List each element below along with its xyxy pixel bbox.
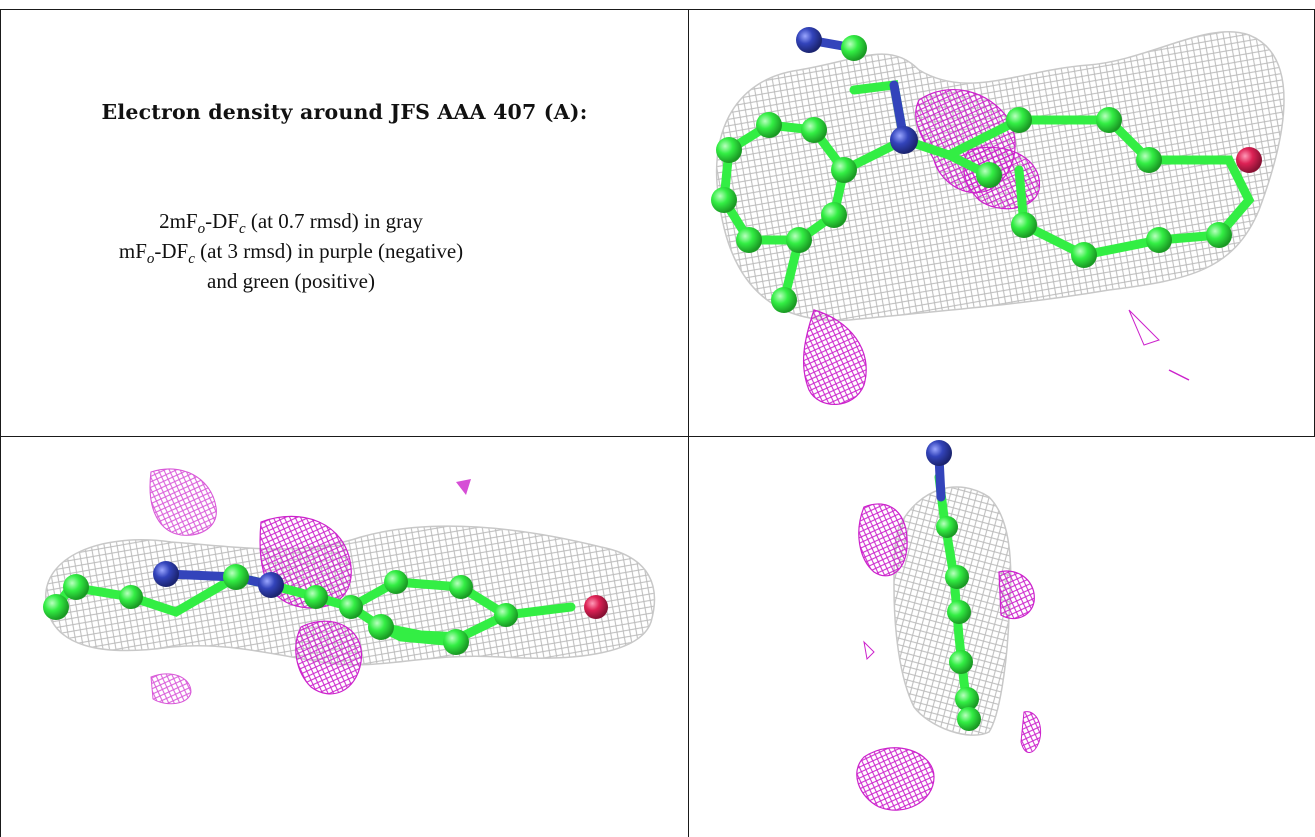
legend-line-gray: 2mFo-DFc (at 0.7 rmsd) in gray bbox=[159, 209, 423, 238]
molecule-render-bottom-right bbox=[856, 440, 1042, 811]
table-center-rule bbox=[688, 9, 689, 837]
table-left-rule bbox=[0, 9, 1, 837]
nitrogen-atoms bbox=[153, 561, 284, 598]
density-view-bottom-left bbox=[1, 437, 688, 837]
oxygen-atom bbox=[584, 595, 608, 619]
molecule-render-bottom-left bbox=[43, 468, 656, 705]
carbon-atoms bbox=[936, 516, 981, 731]
table-middle-rule bbox=[0, 436, 1315, 437]
density-view-top-right bbox=[689, 10, 1314, 436]
carbon-atoms bbox=[711, 35, 1232, 313]
purple-density-mesh bbox=[858, 503, 908, 577]
carbon-atoms bbox=[43, 564, 518, 655]
molecule-render-top-right bbox=[711, 27, 1285, 405]
density-view-bottom-right bbox=[689, 437, 1315, 837]
table-top-rule bbox=[0, 9, 1315, 10]
legend-line-green: and green (positive) bbox=[207, 269, 375, 293]
nitrogen-atom bbox=[926, 440, 952, 466]
legend-line-purple: mFo-DFc (at 3 rmsd) in purple (negative) bbox=[118, 239, 464, 268]
caption-legend: 2mFo-DFc (at 0.7 rmsd) in gray mFo-DFc (… bbox=[1, 206, 581, 296]
caption-cell: Electron density around JFS AAA 407 (A):… bbox=[1, 10, 688, 436]
caption-title: Electron density around JFS AAA 407 (A): bbox=[101, 100, 588, 124]
purple-density-mesh bbox=[149, 468, 217, 536]
oxygen-atom bbox=[1236, 147, 1262, 173]
nitrogen-atoms bbox=[796, 27, 918, 154]
